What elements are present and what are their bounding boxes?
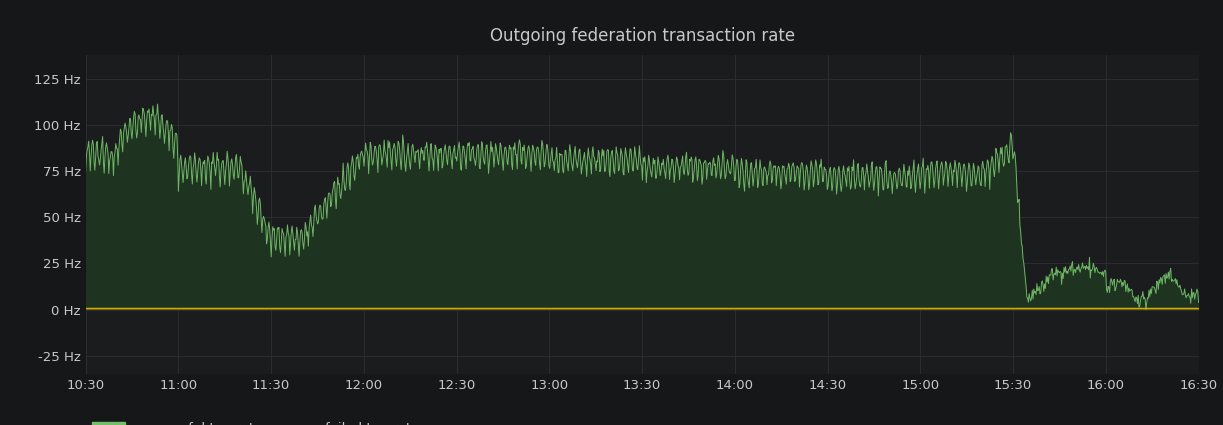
Title: Outgoing federation transaction rate: Outgoing federation transaction rate bbox=[489, 27, 795, 45]
Legend: successful txn rate, failed txn rate: successful txn rate, failed txn rate bbox=[92, 422, 419, 425]
